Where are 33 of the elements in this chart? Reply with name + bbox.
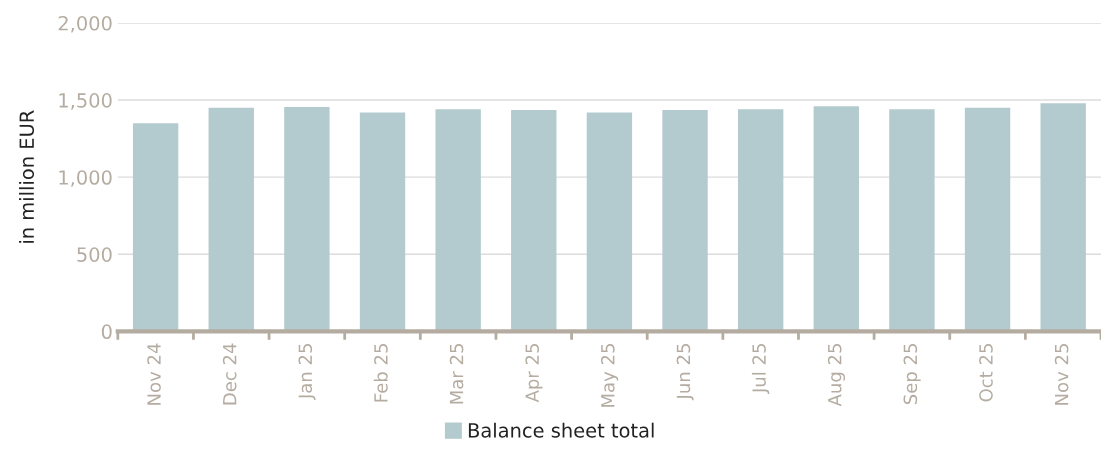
- bar: [511, 110, 557, 332]
- bar: [662, 110, 708, 332]
- bar: [435, 109, 481, 332]
- y-tick-label: 1,000: [59, 170, 112, 187]
- x-tick-label: Nov 25: [1054, 344, 1069, 405]
- bar: [889, 109, 935, 332]
- x-tick-label: Sep 25: [903, 344, 921, 405]
- bar: [737, 109, 784, 332]
- x-tick-label: Mar 25: [449, 344, 464, 404]
- x-tick-label: May 25: [600, 344, 619, 407]
- bar: [208, 107, 254, 332]
- y-tick-label: 0: [101, 324, 112, 340]
- x-tick-label: Feb 25: [373, 344, 388, 402]
- x-tick-label: Aug 25: [827, 344, 846, 407]
- x-tick-label: Jul 25: [751, 344, 770, 394]
- bar: [1040, 103, 1086, 332]
- y-tick-label: 2,000: [58, 15, 112, 33]
- bar: [359, 112, 406, 332]
- x-tick-label: Jun 25: [676, 344, 694, 401]
- x-tick-label: Jan 25: [298, 344, 316, 400]
- bar: [586, 112, 633, 332]
- x-tick-label: Dec 24: [222, 343, 237, 405]
- bar: [284, 107, 330, 332]
- y-tick-label: 1,500: [59, 93, 112, 110]
- y-axis-title: in million EUR: [19, 110, 35, 243]
- legend-label: Balance sheet total: [468, 422, 654, 438]
- x-tick-label: Apr 25: [525, 344, 543, 403]
- bar: [964, 107, 1011, 332]
- x-tick-label: Nov 24: [147, 343, 161, 405]
- bar: [132, 123, 179, 332]
- x-tick-label: Oct 25: [979, 344, 993, 402]
- y-tick-label: 500: [77, 247, 112, 262]
- bar: [813, 106, 859, 332]
